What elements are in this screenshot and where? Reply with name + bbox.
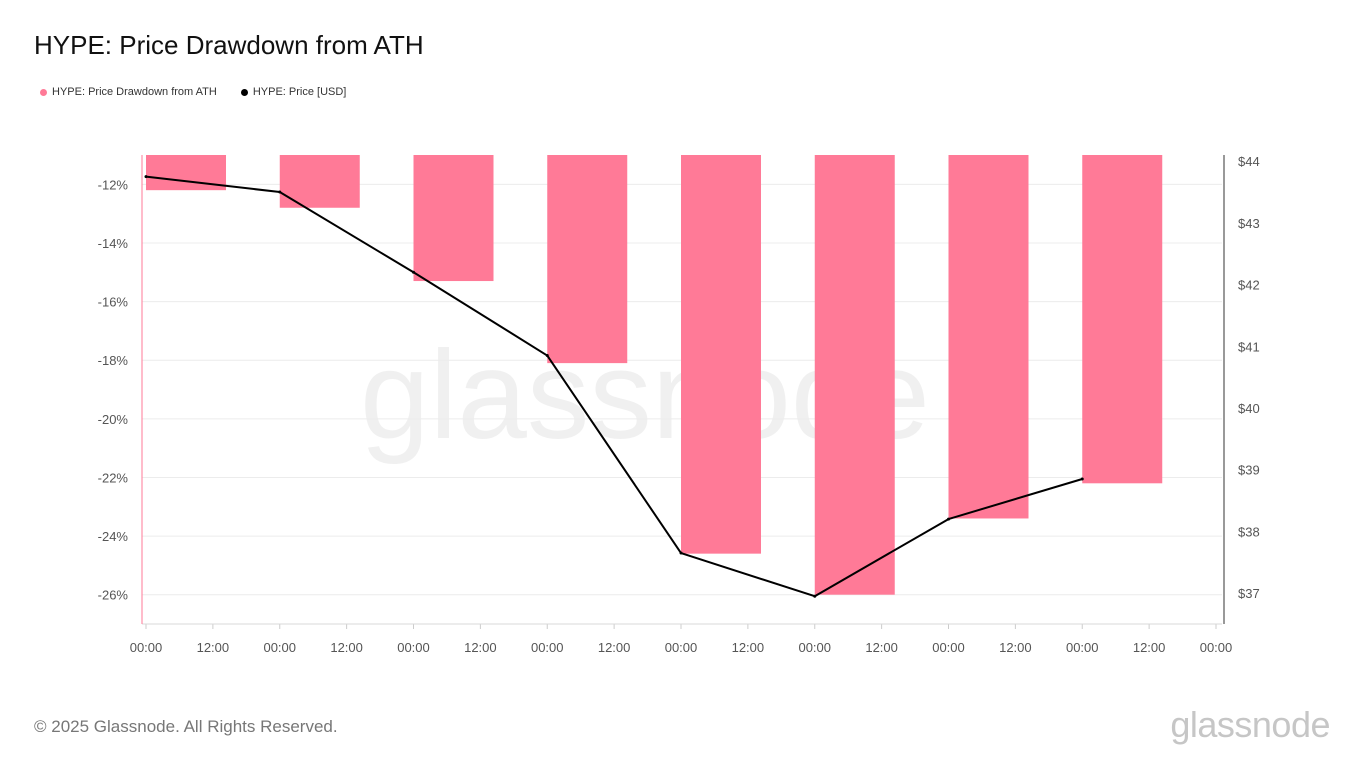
copyright-text: © 2025 Glassnode. All Rights Reserved. <box>34 717 338 736</box>
x-tick-label: 12:00 <box>464 640 497 655</box>
x-tick-label: 00:00 <box>531 640 564 655</box>
x-tick-label: 12:00 <box>732 640 765 655</box>
x-tick-label: 12:00 <box>598 640 631 655</box>
drawdown-bar <box>413 155 494 282</box>
brand-logo: glassnode <box>1170 704 1330 745</box>
y-left-tick-label: -20% <box>98 412 129 427</box>
price-point <box>412 270 415 274</box>
chart-legend: HYPE: Price Drawdown from ATH HYPE: Pric… <box>40 86 346 98</box>
x-tick-label: 00:00 <box>397 640 430 655</box>
legend-label-drawdown: HYPE: Price Drawdown from ATH <box>52 86 217 98</box>
legend-item-drawdown[interactable]: HYPE: Price Drawdown from ATH <box>40 86 217 98</box>
price-point <box>278 190 282 194</box>
legend-swatch-drawdown <box>40 88 47 96</box>
x-tick-label: 12:00 <box>999 640 1032 655</box>
price-point <box>545 354 549 358</box>
y-left-tick-label: -12% <box>98 177 129 192</box>
x-tick-label: 00:00 <box>798 640 831 655</box>
y-right-tick-label: $44 <box>1238 154 1260 169</box>
x-tick-label: 12:00 <box>197 640 230 655</box>
y-right-tick-label: $39 <box>1238 463 1260 478</box>
x-tick-label: 00:00 <box>932 640 965 655</box>
y-right-tick-label: $40 <box>1238 401 1260 416</box>
y-right-tick-label: $38 <box>1238 524 1260 539</box>
drawdown-bar <box>814 155 895 595</box>
legend-label-price: HYPE: Price [USD] <box>252 86 347 98</box>
x-tick-label: 12:00 <box>1133 640 1166 655</box>
bar-series <box>146 155 1163 595</box>
y-right-tick-label: $42 <box>1238 278 1260 293</box>
y-left-tick-label: -24% <box>98 529 129 544</box>
x-tick-label: 00:00 <box>130 640 163 655</box>
x-tick-label: 12:00 <box>865 640 898 655</box>
x-tick-label: 00:00 <box>1200 640 1233 655</box>
y-left-tick-label: -22% <box>98 470 129 485</box>
x-tick-label: 12:00 <box>330 640 363 655</box>
price-point <box>947 517 950 521</box>
y-right-tick-label: $43 <box>1238 216 1260 231</box>
axes: -12% -14% -16% -18% -20% -22% -24% -26% $37 $38 $3… <box>98 154 1260 655</box>
y-right-tick-label: $41 <box>1238 339 1260 354</box>
y-left-tick-label: -14% <box>98 236 129 251</box>
price-point <box>144 175 148 179</box>
x-tick-label: 00:00 <box>263 640 296 655</box>
drawdown-bar <box>1082 155 1163 484</box>
drawdown-bar <box>547 155 628 364</box>
y-right-tick-label: $37 <box>1238 586 1260 601</box>
x-tick-label: 00:00 <box>1066 640 1099 655</box>
price-point <box>813 594 817 598</box>
drawdown-bar <box>681 155 761 554</box>
y-left-tick-label: -18% <box>98 353 129 368</box>
chart-title: HYPE: Price Drawdown from ATH <box>34 30 424 60</box>
x-tick-label: 00:00 <box>665 640 698 655</box>
y-left-tick-label: -16% <box>98 295 129 310</box>
y-left-tick-label: -26% <box>98 588 129 603</box>
price-line <box>145 175 1083 598</box>
chart-canvas: glassnode -12%-14%-16%-18%-20%-22%-24%-2… <box>98 154 1260 655</box>
price-point <box>679 551 683 555</box>
price-line-series <box>144 175 1084 598</box>
legend-swatch-price <box>240 88 248 96</box>
price-point <box>1080 477 1084 481</box>
legend-item-price[interactable]: HYPE: Price [USD] <box>240 86 347 98</box>
drawdown-bar <box>948 155 1029 519</box>
